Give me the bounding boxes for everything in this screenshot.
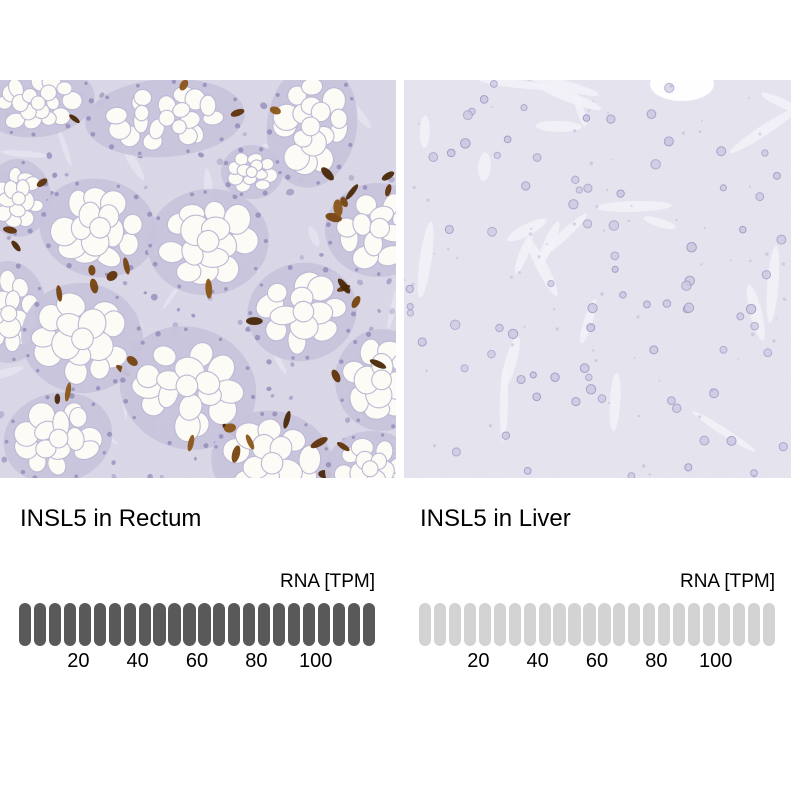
rna-bar-segment (732, 603, 745, 646)
rna-bar-segment (228, 603, 241, 646)
rna-bar-segment (272, 603, 286, 646)
rna-bar-segment (362, 603, 375, 646)
rna-bar-segment (198, 603, 211, 646)
rna-bar-segment (747, 603, 760, 646)
rna-bar-segment (153, 603, 166, 646)
rna-bar-segment (138, 603, 151, 646)
rna-axis-ticks-liver: 20 40 60 80 100 (419, 649, 775, 673)
rna-bar-segment (93, 603, 106, 646)
rna-bar-segment (332, 603, 345, 646)
axis-tick-60: 60 (185, 650, 209, 672)
rna-tpm-axis-label-rectum: RNA [TPM] (279, 571, 375, 592)
rna-bar-segment (302, 603, 316, 646)
axis-tick-20: 20 (67, 650, 90, 672)
rna-bar-segment (433, 603, 447, 646)
axis-tick-100: 100 (298, 650, 333, 672)
axis-tick-80: 80 (245, 650, 268, 672)
rna-tpm-bar-rectum (19, 603, 375, 646)
rna-bar-segment (508, 603, 521, 646)
rna-bar-segment (168, 603, 181, 646)
rna-bar-segment (643, 603, 656, 646)
rna-bar-segment (48, 603, 62, 646)
rna-bar-segment (463, 603, 477, 646)
rna-bar-segment (419, 603, 432, 646)
axis-tick-100: 100 (698, 650, 733, 672)
rna-bar-segment (287, 603, 301, 646)
rna-bar-segment (183, 603, 196, 646)
rna-bar-segment (123, 603, 136, 646)
panel-title-liver: INSL5 in Liver (420, 505, 571, 532)
rna-bar-segment (538, 603, 551, 646)
rna-bar-segment (448, 603, 462, 646)
rna-bar-segment (583, 603, 596, 646)
rna-axis-ticks-rectum: 20 40 60 80 100 (19, 649, 375, 673)
rna-bar-segment (258, 603, 271, 646)
rna-bar-segment (658, 603, 671, 646)
rna-bar-segment (347, 603, 360, 646)
ihc-micrograph-liver (404, 80, 791, 478)
rna-bar-segment (553, 603, 566, 646)
panel-title-rectum: INSL5 in Rectum (20, 505, 202, 532)
axis-tick-40: 40 (126, 650, 149, 672)
rectum-tissue-image (0, 80, 396, 478)
rna-bar-segment (687, 603, 701, 646)
rna-bar-segment (478, 603, 492, 646)
rna-bar-segment (613, 603, 626, 646)
axis-tick-60: 60 (585, 650, 609, 672)
rna-bar-segment (762, 603, 775, 646)
axis-tick-40: 40 (526, 650, 549, 672)
rna-bar-segment (628, 603, 641, 646)
rna-bar-segment (317, 603, 331, 646)
rna-bar-segment (213, 603, 226, 646)
rna-bar-segment (598, 603, 611, 646)
rna-bar-segment (523, 603, 536, 646)
rna-bar-segment (243, 603, 256, 646)
rna-tpm-bar-liver (419, 603, 775, 646)
rna-bar-segment (19, 603, 32, 646)
liver-tissue-image (404, 80, 791, 478)
rna-bar-segment (493, 603, 506, 646)
rna-bar-segment (78, 603, 92, 646)
rna-bar-segment (63, 603, 77, 646)
axis-tick-20: 20 (467, 650, 490, 672)
axis-tick-80: 80 (645, 650, 668, 672)
rna-bar-segment (717, 603, 731, 646)
rna-bar-segment (702, 603, 716, 646)
rna-tpm-axis-label-liver: RNA [TPM] (679, 571, 775, 592)
ihc-micrograph-rectum (0, 80, 396, 478)
rna-bar-segment (108, 603, 121, 646)
rna-bar-segment (33, 603, 47, 646)
rna-bar-segment (672, 603, 686, 646)
rna-bar-segment (568, 603, 581, 646)
